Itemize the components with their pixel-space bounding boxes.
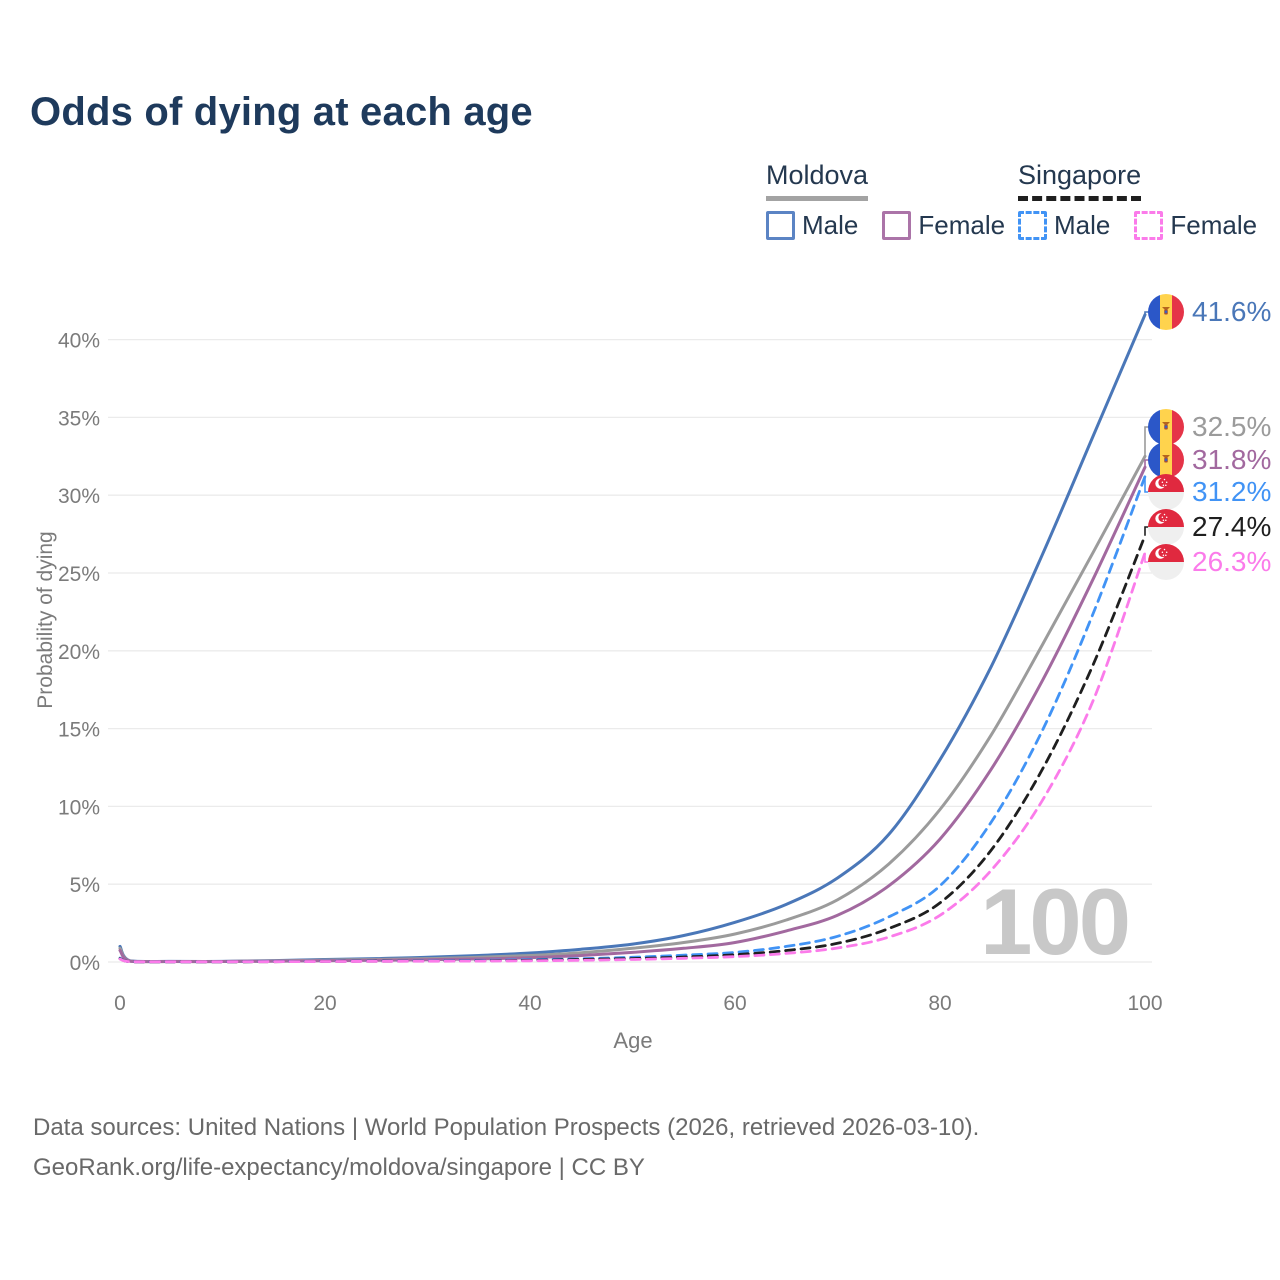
footer-attribution[interactable]: GeoRank.org/life-expectancy/moldova/sing…: [33, 1154, 645, 1181]
end-value-moldova-both-sexes: 32.5%: [1192, 411, 1272, 442]
legend-label-singapore-female: Female: [1170, 210, 1258, 240]
y-tick-40%: 40%: [58, 330, 100, 353]
flag-icon-md: [1148, 442, 1184, 478]
y-tick-10%: 10%: [58, 796, 100, 819]
end-label-singapore-female: 26.3%: [1148, 544, 1271, 580]
end-label-singapore-male: 31.2%: [1148, 474, 1271, 510]
flag-icon-sg: [1148, 544, 1184, 580]
legend-country-moldova[interactable]: Moldova: [766, 160, 869, 201]
x-tick-20: 20: [313, 992, 336, 1015]
flag-icon-sg: [1148, 474, 1184, 510]
x-tick-80: 80: [928, 992, 951, 1015]
y-tick-30%: 30%: [58, 485, 100, 508]
legend-item-singapore-male[interactable]: Male: [1018, 210, 1110, 241]
end-value-moldova-male: 41.6%: [1192, 296, 1272, 327]
legend-swatch-singapore-male: [1018, 211, 1047, 240]
y-tick-25%: 25%: [58, 563, 100, 586]
flag-icon-md: [1148, 409, 1184, 445]
legend-label-moldova-male: Male: [802, 210, 859, 240]
end-label-moldova-both-sexes: 32.5%: [1148, 409, 1271, 445]
legend-group-singapore: Singapore Male Female: [1018, 160, 1257, 241]
y-tick-15%: 15%: [58, 719, 100, 742]
legend-country-singapore[interactable]: Singapore: [1018, 160, 1142, 201]
mortality-line-chart: 0% 5% 10% 15% 20% 25% 30% 35% 40% 0 20 40 60 80 100: [58, 311, 1163, 1015]
end-label-moldova-female: 31.8%: [1148, 442, 1271, 478]
x-tick-40: 40: [518, 992, 541, 1015]
end-value-singapore-male: 31.2%: [1192, 476, 1272, 507]
legend-item-singapore-female[interactable]: Female: [1134, 210, 1257, 241]
footer-data-sources: Data sources: United Nations | World Pop…: [33, 1114, 980, 1141]
legend-swatch-singapore-female: [1134, 211, 1164, 240]
x-tick-100: 100: [1127, 992, 1162, 1015]
legend-group-moldova: Moldova Male Female: [766, 160, 1005, 241]
footer: Data sources: United Nations | World Pop…: [33, 1108, 979, 1188]
x-axis-title: Age: [613, 1028, 653, 1053]
end-value-singapore-female: 26.3%: [1192, 546, 1272, 577]
y-tick-0%: 0%: [70, 952, 100, 975]
y-tick-35%: 35%: [58, 407, 100, 430]
x-tick-60: 60: [723, 992, 746, 1015]
hover-age-watermark: 100: [980, 869, 1131, 974]
legend-label-singapore-male: Male: [1054, 210, 1111, 240]
flag-icon-md: [1148, 294, 1184, 330]
series-line-moldova-male[interactable]: [118, 313, 1147, 964]
end-value-moldova-female: 31.8%: [1192, 444, 1272, 475]
y-tick-20%: 20%: [58, 641, 100, 664]
end-label-singapore-both-sexes: 27.4%: [1148, 509, 1271, 545]
legend-item-moldova-female[interactable]: Female: [882, 210, 1005, 241]
y-axis-title: Probability of dying: [34, 531, 57, 709]
flag-icon-sg: [1148, 509, 1184, 545]
legend-swatch-moldova-female: [882, 211, 912, 240]
page-title: Odds of dying at each age: [30, 90, 533, 134]
series-line-singapore-female[interactable]: [118, 551, 1147, 964]
x-tick-0: 0: [114, 992, 126, 1015]
legend-item-moldova-male[interactable]: Male: [766, 210, 858, 241]
end-label-moldova-male: 41.6%: [1148, 294, 1271, 330]
legend-label-moldova-female: Female: [918, 210, 1006, 240]
end-value-singapore-both-sexes: 27.4%: [1192, 511, 1272, 542]
y-tick-5%: 5%: [70, 874, 100, 897]
legend-swatch-moldova-male: [766, 211, 795, 240]
